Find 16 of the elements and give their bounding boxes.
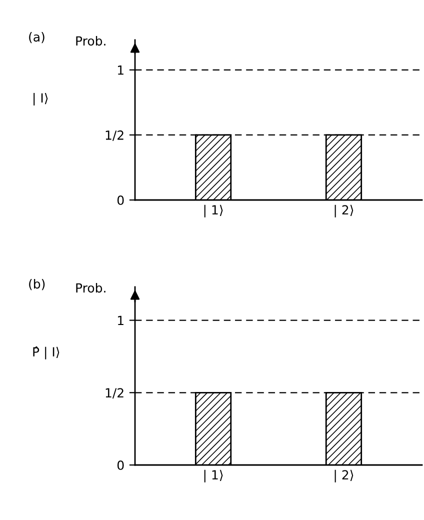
y-tick-label: 1 [118, 66, 124, 75]
chart-title: (a) [29, 32, 44, 44]
y-tick-label: 0 [117, 460, 124, 470]
y-tick-label: 0 [117, 195, 124, 205]
x-tick-label: | 1⟩ [204, 204, 223, 218]
text: | I⟩ [34, 92, 48, 106]
y-tick-label: 1/2 [106, 130, 124, 141]
y-tick-label: 1/2 [106, 388, 124, 399]
y-tick-label: 1 [118, 316, 124, 326]
chart-title: (b) [29, 278, 45, 290]
x-tick-label: | 1⟩ [204, 470, 223, 482]
x-tick-label: | 2⟩ [334, 470, 354, 482]
y-axis-title: Prob. [76, 36, 106, 46]
x-tick-label: | 2⟩ [334, 204, 354, 218]
y-axis-title: Prob. [76, 282, 106, 293]
text: P̂ | I⟩ [33, 346, 60, 360]
